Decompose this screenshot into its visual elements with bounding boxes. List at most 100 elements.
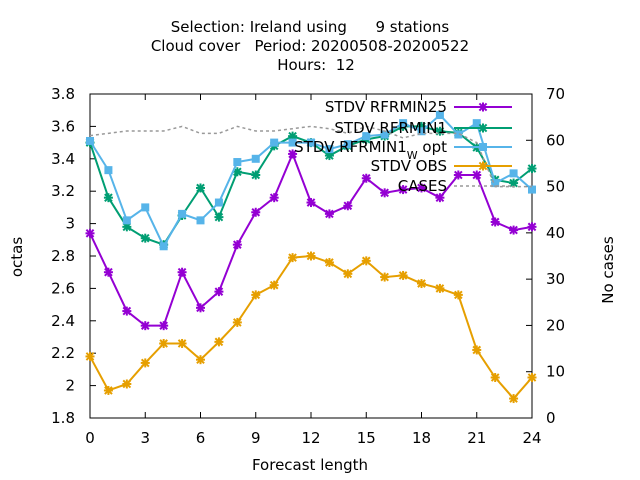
series-1-point (140, 233, 150, 243)
series-0-point-d2 (454, 170, 463, 180)
series-0-point (324, 209, 334, 219)
series-1-point-d2 (527, 164, 537, 173)
series-3-point-d2 (269, 280, 279, 290)
legend-marker-3-d2 (478, 161, 488, 171)
series-0-point-d2 (325, 209, 334, 219)
y-tick-label: 3.2 (51, 182, 75, 200)
series-0-point-d2 (269, 193, 279, 202)
series-3-point-d2 (417, 279, 426, 288)
y-tick-label: 3.4 (51, 150, 75, 168)
series-2-point-box (141, 203, 150, 212)
series-2-point-box (307, 138, 315, 147)
legend-marker-1 (478, 123, 488, 133)
series-2-point-box (399, 119, 408, 128)
y-tick-label: 2.8 (51, 247, 75, 265)
series-3-point (435, 283, 445, 293)
series-2-point-box (122, 216, 131, 225)
y2-tick-label: 60 (546, 131, 565, 149)
title-line-1: Selection: Ireland using 9 stations (171, 18, 450, 36)
series-3-point-d2 (85, 352, 95, 361)
series-2-point (214, 198, 223, 207)
series-1-point (196, 183, 205, 193)
series-2-point-box (251, 154, 260, 163)
series-3-point (398, 270, 408, 280)
series-2-point-box (270, 138, 279, 147)
series-1-point (251, 170, 261, 180)
series-1-point-d2 (251, 170, 261, 180)
legend-label-0: STDV RFRMIN25 (325, 98, 447, 116)
legend-marker-1-d2 (478, 123, 488, 133)
series-2-point-box (417, 127, 426, 136)
y-tick-label: 2.4 (51, 312, 75, 330)
series-0-point (251, 207, 261, 217)
series-3-point (361, 256, 371, 266)
series-3-point-d2 (288, 253, 297, 262)
series-2-point (399, 119, 408, 128)
series-3-point-d2 (251, 290, 261, 300)
series-0-point-d2 (214, 287, 224, 296)
series-3-point (509, 394, 519, 404)
y-tick-label: 3.8 (51, 85, 75, 103)
series-0-point (288, 149, 298, 159)
series-3-point-d2 (233, 318, 242, 327)
series-0-point (122, 306, 132, 316)
series-2-point (454, 130, 463, 139)
series-2-point-box (454, 130, 463, 139)
series-3-point-d2 (214, 337, 224, 347)
series-2-point (472, 119, 481, 128)
series-0-point (435, 193, 445, 203)
series-0-point (159, 321, 169, 331)
series-2-point (435, 111, 444, 120)
series-3-point (490, 373, 500, 382)
x-tick-label: 9 (251, 429, 261, 447)
series-2-point (528, 185, 536, 194)
series-3-point (453, 290, 463, 300)
series-2-point-box (159, 242, 168, 251)
series-3-point (85, 351, 95, 361)
series-1-point-d2 (214, 212, 224, 222)
series-3-point-d2 (177, 339, 187, 348)
series-2-point (417, 127, 426, 136)
series-1-point-d2 (509, 178, 518, 188)
series-0-point (361, 173, 371, 183)
legend-marker-0 (478, 102, 488, 112)
series-3-point-d2 (122, 379, 132, 389)
series-0-point (472, 170, 482, 180)
y2-tick-label: 50 (546, 178, 565, 196)
series-0-point-d2 (380, 188, 389, 198)
y2-tick-label: 20 (546, 316, 565, 334)
series-3-point (140, 358, 150, 368)
y2-tick-label: 70 (546, 85, 565, 103)
legend-marker-0-d2 (478, 102, 488, 112)
series-0-point-d2 (472, 170, 482, 180)
series-0-point (453, 170, 463, 180)
x-tick-label: 12 (301, 429, 320, 447)
series-2-point-box (380, 130, 389, 139)
y2-tick-label: 10 (546, 363, 565, 381)
series-3-point-d2 (380, 272, 389, 282)
y-tick-label: 2.6 (51, 279, 75, 297)
series-1-point (509, 178, 519, 188)
legend-marker-2-box (479, 143, 487, 151)
y2-axis-label: No cases (599, 236, 617, 304)
series-2-point-box (528, 185, 536, 194)
title-line-3: Hours: 12 (277, 56, 355, 74)
series-2-point-box (343, 140, 352, 149)
series-3-point-d2 (527, 373, 537, 382)
series-3-point (306, 251, 316, 261)
series-0-point (509, 225, 519, 235)
series-0-point (490, 217, 500, 227)
series-2-point (104, 166, 113, 175)
series-0-point (380, 188, 390, 198)
series-line-2 (89, 113, 533, 249)
series-3-point (232, 317, 242, 327)
series-2-point (196, 216, 205, 225)
series-1-point-d2 (288, 131, 297, 141)
series-3-point-d2 (343, 269, 353, 279)
series-3-point (159, 338, 169, 348)
series-2-point-box (86, 136, 94, 145)
y-axis-label: octas (8, 237, 26, 277)
series-3-point (103, 385, 113, 395)
series-0-point-d2 (85, 229, 95, 238)
